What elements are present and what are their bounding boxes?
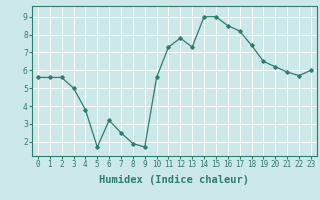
X-axis label: Humidex (Indice chaleur): Humidex (Indice chaleur) — [100, 175, 249, 185]
